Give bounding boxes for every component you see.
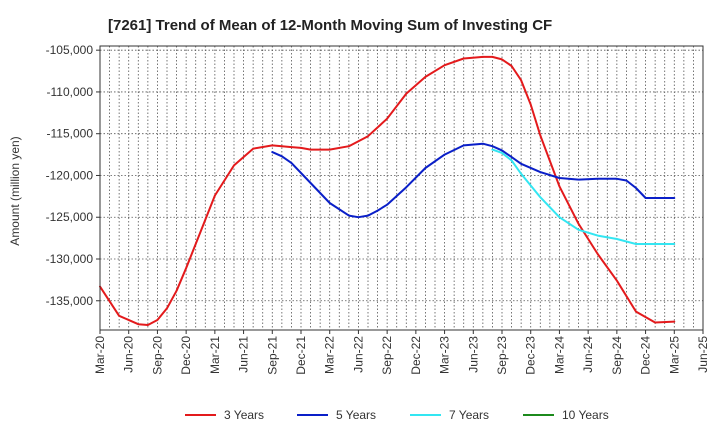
x-tick-label: Dec-23 — [524, 336, 538, 375]
x-tick-label: Jun-23 — [466, 336, 480, 373]
x-tick-label: Sep-23 — [495, 336, 509, 375]
x-tick-label: Jun-22 — [351, 336, 365, 373]
y-tick-label: -110,000 — [47, 85, 94, 99]
chart-title: [7261] Trend of Mean of 12-Month Moving … — [108, 17, 552, 34]
y-tick-label: -135,000 — [46, 294, 94, 308]
x-tick-label: Dec-21 — [294, 336, 308, 375]
series-line-7-years — [491, 148, 676, 245]
y-axis-ticks: -135,000 -130,000 -125,000 -120,000 -115,000… — [46, 43, 100, 308]
x-tick-label: Sep-22 — [380, 336, 394, 375]
legend-label: 3 Years — [224, 408, 264, 422]
x-tick-label: Jun-20 — [122, 336, 136, 373]
legend: 3 Years 5 Years 7 Years 10 Years — [185, 408, 609, 422]
x-tick-label: Mar-24 — [552, 336, 566, 374]
x-tick-label: Sep-24 — [610, 336, 624, 375]
x-tick-label: Mar-22 — [323, 336, 337, 374]
y-tick-label: -120,000 — [46, 168, 94, 182]
x-tick-label: Jun-25 — [696, 336, 710, 373]
y-tick-label: -130,000 — [46, 252, 94, 266]
series-line-5-years — [271, 142, 676, 219]
x-tick-label: Sep-21 — [265, 336, 279, 375]
plot-frame — [99, 45, 704, 331]
y-tick-label: -115,000 — [47, 127, 94, 141]
legend-label: 7 Years — [449, 408, 489, 422]
x-tick-label: Mar-20 — [93, 336, 107, 374]
series-lines — [99, 55, 676, 326]
x-tick-label: Mar-21 — [208, 336, 222, 374]
x-axis-ticks: Mar-20 Jun-20 Sep-20 Dec-20 Mar-21 Jun-21 Sep-… — [93, 330, 710, 375]
x-tick-label: Dec-20 — [179, 336, 193, 375]
y-axis-label: Amount (million yen) — [8, 136, 22, 245]
grid-lines — [99, 46, 704, 330]
x-tick-label: Mar-25 — [667, 336, 681, 374]
x-tick-label: Jun-21 — [237, 336, 251, 373]
x-tick-label: Dec-22 — [409, 336, 423, 375]
x-tick-label: Jun-24 — [581, 336, 595, 373]
series-line-3-years — [99, 55, 676, 326]
x-tick-label: Mar-23 — [438, 336, 452, 374]
legend-label: 5 Years — [336, 408, 376, 422]
x-tick-label: Sep-20 — [150, 336, 164, 375]
x-tick-label: Dec-24 — [639, 336, 653, 375]
legend-label: 10 Years — [562, 408, 609, 422]
y-tick-label: -105,000 — [46, 43, 94, 57]
y-tick-label: -125,000 — [46, 210, 94, 224]
